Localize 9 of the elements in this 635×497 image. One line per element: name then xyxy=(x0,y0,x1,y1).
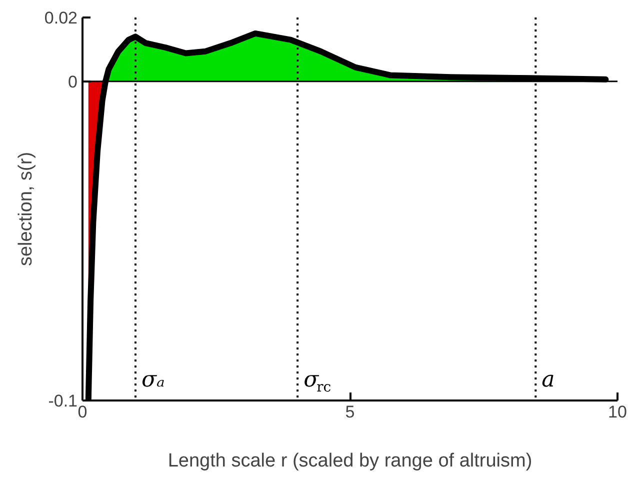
ref-line-label: σₐ xyxy=(141,368,165,392)
y-axis-title: selection, s(r) xyxy=(15,152,36,266)
x-tick-label: 10 xyxy=(608,402,627,422)
y-tick-label: 0 xyxy=(68,72,78,92)
y-tick-label: -0.1 xyxy=(48,392,78,410)
x-axis-title: Length scale r (scaled by range of altruism) xyxy=(168,450,532,472)
y-tick-label: 0.02 xyxy=(44,8,78,28)
ref-line-label: a xyxy=(542,368,555,392)
x-tick-label: 5 xyxy=(345,402,355,422)
